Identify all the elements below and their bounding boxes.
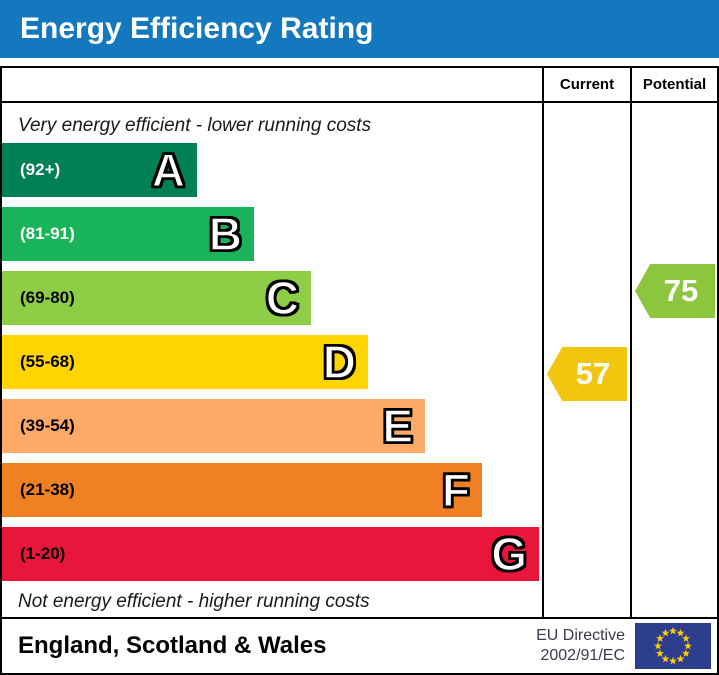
- table-body: Very energy efficient - lower running co…: [2, 103, 717, 617]
- header-spacer: [2, 68, 542, 101]
- current-column-header: Current: [542, 68, 630, 101]
- chart-title-bar: Energy Efficiency Rating: [0, 0, 719, 58]
- band-range-label: (92+): [20, 160, 61, 179]
- rating-bands-area: Very energy efficient - lower running co…: [2, 103, 542, 617]
- band-letter-label: C: [265, 271, 300, 325]
- band-range-label: (69-80): [20, 288, 75, 307]
- band-range-label: (21-38): [20, 480, 75, 499]
- band-letter-label: D: [322, 335, 357, 389]
- current-rating-arrow: 57: [547, 347, 627, 401]
- band-range-label: (55-68): [20, 352, 75, 371]
- band-letter-label: B: [208, 207, 243, 261]
- chart-title: Energy Efficiency Rating: [20, 12, 374, 45]
- bottom-note: Not energy efficient - higher running co…: [18, 591, 370, 612]
- potential-rating-arrow: 75: [635, 264, 715, 318]
- band-letter-label: F: [441, 463, 471, 517]
- eu-directive-block: EU Directive 2002/91/EC: [536, 623, 713, 669]
- table-header-row: Current Potential: [2, 68, 717, 103]
- region-label: England, Scotland & Wales: [18, 632, 327, 659]
- band-bar-e: (39-54) E: [2, 399, 425, 453]
- potential-score-column: 75: [630, 103, 717, 617]
- band-range-label: (1-20): [20, 544, 66, 563]
- eu-directive-line1: EU Directive: [536, 627, 625, 644]
- potential-column-header: Potential: [630, 68, 717, 101]
- table-footer: England, Scotland & Wales EU Directive 2…: [2, 617, 717, 673]
- band-bar-g: (1-20) G: [2, 527, 539, 581]
- band-range-label: (39-54): [20, 416, 75, 435]
- band-range-label: (81-91): [20, 224, 75, 243]
- band-bar-c: (69-80) C: [2, 271, 311, 325]
- band-letter-label: E: [382, 399, 414, 453]
- band-letter-label: G: [490, 527, 527, 581]
- current-rating-value: 57: [575, 356, 611, 391]
- eu-directive-line2: 2002/91/EC: [540, 647, 625, 664]
- rating-table: Current Potential Very energy efficient …: [0, 66, 719, 675]
- eu-directive-text: EU Directive 2002/91/EC: [536, 626, 625, 666]
- band-letter-label: A: [151, 143, 186, 197]
- band-bar-f: (21-38) F: [2, 463, 482, 517]
- band-bar-d: (55-68) D: [2, 335, 368, 389]
- top-note: Very energy efficient - lower running co…: [18, 115, 372, 136]
- rating-bands: (92+) A (81-91) B (69-80) C (55-68) D: [2, 143, 542, 581]
- band-bar-b: (81-91) B: [2, 207, 254, 261]
- potential-rating-value: 75: [663, 273, 699, 308]
- current-score-column: 57: [542, 103, 630, 617]
- band-bar-a: (92+) A: [2, 143, 197, 197]
- eu-flag-icon: [635, 623, 711, 669]
